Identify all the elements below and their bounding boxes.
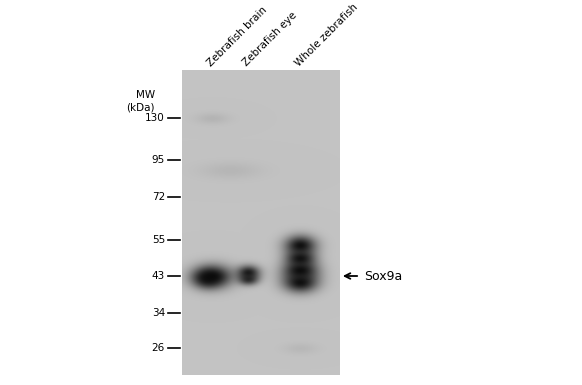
Text: 95: 95 bbox=[152, 155, 165, 165]
Text: Zebrafish brain: Zebrafish brain bbox=[205, 4, 268, 68]
Text: 55: 55 bbox=[152, 235, 165, 245]
Text: 43: 43 bbox=[152, 271, 165, 281]
Text: 34: 34 bbox=[152, 308, 165, 318]
Text: Whole zebrafish: Whole zebrafish bbox=[293, 2, 360, 68]
Text: MW
(kDa): MW (kDa) bbox=[126, 90, 155, 112]
Text: 26: 26 bbox=[152, 343, 165, 353]
Text: Zebrafish eye: Zebrafish eye bbox=[241, 10, 299, 68]
Text: 130: 130 bbox=[146, 113, 165, 123]
Text: 72: 72 bbox=[152, 192, 165, 202]
Text: Sox9a: Sox9a bbox=[364, 270, 402, 283]
